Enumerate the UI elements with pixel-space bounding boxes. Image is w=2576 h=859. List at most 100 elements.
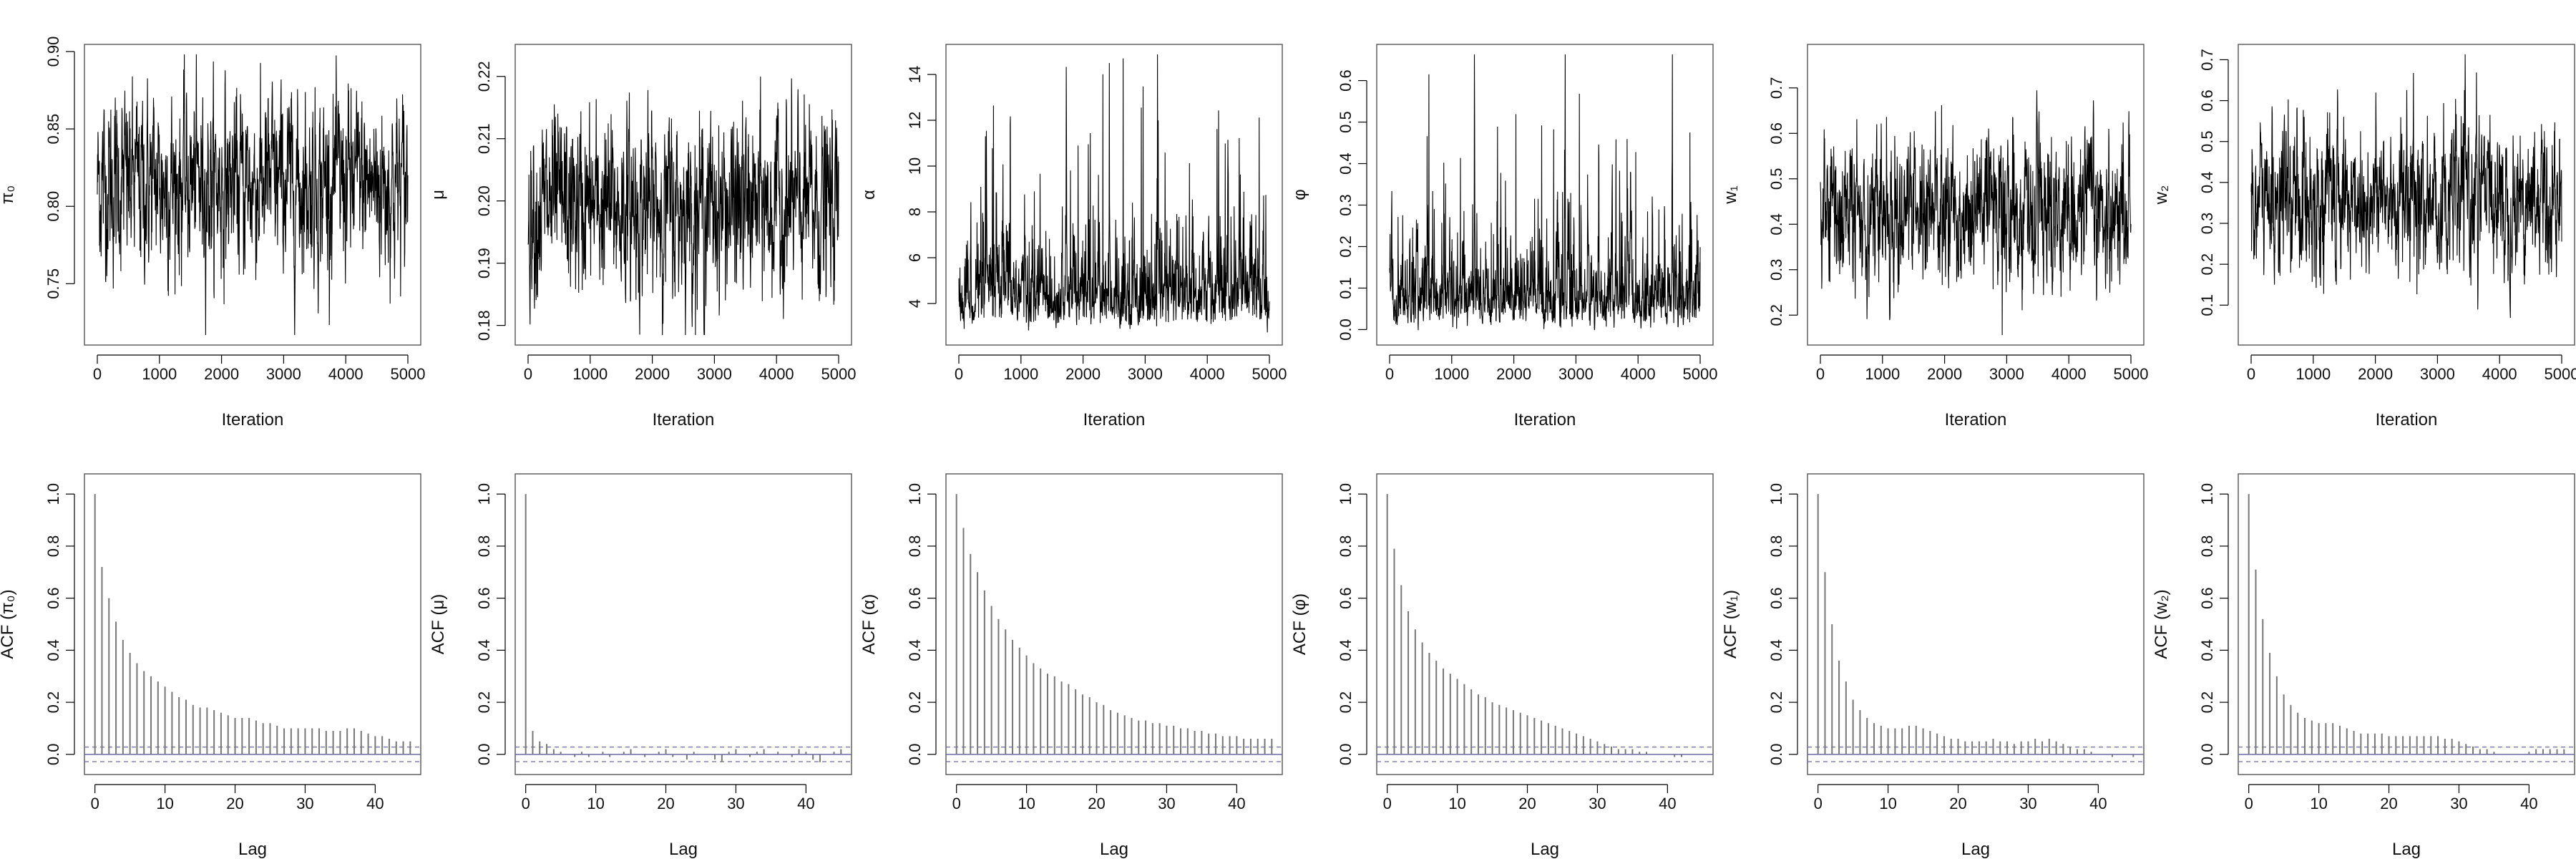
acf-y-tick-label-2-0: 0.0 [906,744,924,766]
trace-y-tick-label-5-0: 0.1 [2198,294,2216,316]
acf-x-tick-label-2-1: 10 [1018,795,1035,812]
acf-x-tick-label-2-3: 30 [1158,795,1175,812]
acf-y-tick-label-2-5: 1.0 [906,483,924,505]
trace-line-w2 [2250,54,2562,319]
acf-y-tick-label-4-5: 1.0 [1767,483,1785,505]
acf-x-tick-label-2-4: 40 [1228,795,1245,812]
trace-y-tick-label-0-2: 0.85 [44,114,62,145]
acf-x-tick-label-0-2: 20 [226,795,243,812]
acf-y-title-0: ACF (π₀) [0,589,17,659]
trace-x-tick-label-5-3: 3000 [2420,365,2455,383]
trace-y-tick-label-5-1: 0.2 [2198,253,2216,276]
acf-plot-frame-3 [1376,473,1714,775]
acf-y-tick-label-5-2: 0.4 [2198,639,2216,661]
trace-y-tick-label-4-1: 0.3 [1767,258,1785,281]
acf-y-tick-label-5-3: 0.6 [2198,587,2216,609]
trace-x-tick-label-1-4: 4000 [759,365,794,383]
acf-y-tick-label-4-0: 0.0 [1767,744,1785,766]
acf-x-tick-label-0-4: 40 [366,795,384,812]
acf-x-tick-label-1-3: 30 [727,795,744,812]
trace-x-title-2: Iteration [1083,410,1146,430]
acf-plot-frame-5 [2238,473,2575,775]
trace-y-tick-label-2-0: 4 [906,299,924,308]
trace-x-tick-label-3-2: 2000 [1496,365,1531,383]
acf-x-tick-label-5-0: 0 [2245,795,2253,812]
acf-y-tick-label-3-5: 1.0 [1337,483,1355,505]
trace-y-tick-label-3-2: 0.2 [1337,236,1355,258]
trace-panel-w2: 0.1 0.2 0.3 0.4 0.5 0.6 0.7 0 1000 2000 3000 4000 50… [2152,44,2576,430]
acf-y-tick-label-0-2: 0.4 [44,639,62,661]
acf-x-tick-label-0-3: 30 [296,795,313,812]
acf-y-tick-label-4-4: 0.8 [1767,535,1785,558]
acf-x-tick-label-1-1: 10 [587,795,604,812]
trace-y-tick-label-3-6: 0.6 [1337,69,1355,92]
acf-y-tick-label-1-3: 0.6 [475,587,493,609]
trace-x-tick-label-4-2: 2000 [1927,365,1962,383]
acf-y-tick-label-3-0: 0.0 [1337,744,1355,766]
trace-x-tick-label-3-5: 5000 [1683,365,1718,383]
acf-y-tick-label-1-4: 0.8 [475,535,493,558]
acf-y-tick-label-1-2: 0.4 [475,639,493,661]
acf-x-tick-label-4-0: 0 [1814,795,1823,812]
trace-y-tick-label-3-1: 0.1 [1337,277,1355,299]
trace-y-tick-label-1-2: 0.20 [475,185,493,216]
trace-x-tick-label-5-1: 1000 [2296,365,2331,383]
trace-y-tick-label-2-5: 14 [906,66,924,83]
acf-plot-frame-2 [945,473,1283,775]
trace-plot-frame-0 [84,44,421,346]
acf-x-tick-label-1-4: 40 [797,795,814,812]
trace-x-title-0: Iteration [222,410,284,430]
acf-x-tick-label-2-2: 20 [1088,795,1105,812]
acf-y-tick-label-2-2: 0.4 [906,639,924,661]
acf-x-tick-label-0-0: 0 [91,795,99,812]
trace-y-tick-label-5-5: 0.6 [2198,89,2216,112]
trace-plot-frame-2 [945,44,1283,346]
acf-y-title-5: ACF (w₂) [2152,589,2171,659]
trace-panel-pi0: 0.75 0.80 0.85 0.90 0 1000 2000 3000 4000 5000 Ite… [0,37,425,430]
trace-y-tick-label-2-1: 6 [906,253,924,262]
trace-y-title-2: α [859,190,879,200]
trace-x-tick-label-4-3: 3000 [1989,365,2024,383]
trace-x-tick-label-3-4: 4000 [1621,365,1656,383]
trace-y-tick-label-1-3: 0.21 [475,123,493,154]
trace-panel-mu: 0.18 0.19 0.20 0.21 0.22 0 1000 2000 3000 4000 500… [429,44,856,430]
acf-x-tick-label-5-3: 30 [2450,795,2467,812]
acf-panel-1: 0.0 0.2 0.4 0.6 0.8 1.0 0 10 20 30 40 Lag ACF (μ) [429,473,852,859]
trace-x-title-3: Iteration [1514,410,1576,430]
trace-y-title-3: φ [1290,189,1309,200]
trace-y-tick-label-4-3: 0.5 [1767,168,1785,190]
trace-y-tick-label-0-3: 0.90 [44,37,62,67]
acf-panel-4: 0.0 0.2 0.4 0.6 0.8 1.0 0 10 20 30 40 Lag ACF (w₁) [1721,473,2145,859]
trace-x-tick-label-0-5: 5000 [391,365,426,383]
trace-y-tick-label-2-2: 8 [906,208,924,216]
trace-y-tick-label-5-4: 0.5 [2198,130,2216,152]
acf-y-tick-label-3-1: 0.2 [1337,691,1355,714]
acf-x-tick-label-3-0: 0 [1383,795,1392,812]
trace-y-tick-label-3-4: 0.4 [1337,152,1355,175]
trace-line-phi [1389,54,1701,331]
trace-y-tick-label-5-6: 0.7 [2198,49,2216,71]
acf-y-tick-label-0-4: 0.8 [44,535,62,558]
trace-x-tick-label-4-0: 0 [1816,365,1825,383]
acf-y-title-3: ACF (φ) [1290,593,1309,655]
acf-plot-frame-0 [84,473,421,775]
acf-y-tick-label-3-2: 0.4 [1337,639,1355,661]
acf-x-title-1: Lag [669,840,698,859]
acf-y-tick-label-4-3: 0.6 [1767,587,1785,609]
acf-x-tick-label-4-3: 30 [2019,795,2036,812]
trace-x-tick-label-0-2: 2000 [204,365,239,383]
trace-y-tick-label-4-4: 0.6 [1767,122,1785,145]
trace-x-tick-label-1-0: 0 [524,365,532,383]
acf-panel-0: 0.0 0.2 0.4 0.6 0.8 1.0 0 10 20 30 40 Lag ACF (π₀) [0,473,421,859]
trace-x-tick-label-2-5: 5000 [1252,365,1287,383]
acf-x-tick-label-3-3: 30 [1589,795,1606,812]
trace-y-tick-label-5-2: 0.3 [2198,213,2216,235]
acf-x-title-0: Lag [238,840,267,859]
trace-x-tick-label-4-5: 5000 [2114,365,2149,383]
trace-x-tick-label-5-5: 5000 [2545,365,2576,383]
trace-line-pi0 [97,54,409,336]
trace-plot-frame-1 [514,44,852,346]
trace-y-tick-label-2-4: 12 [906,112,924,129]
trace-y-tick-label-0-1: 0.80 [44,191,62,222]
